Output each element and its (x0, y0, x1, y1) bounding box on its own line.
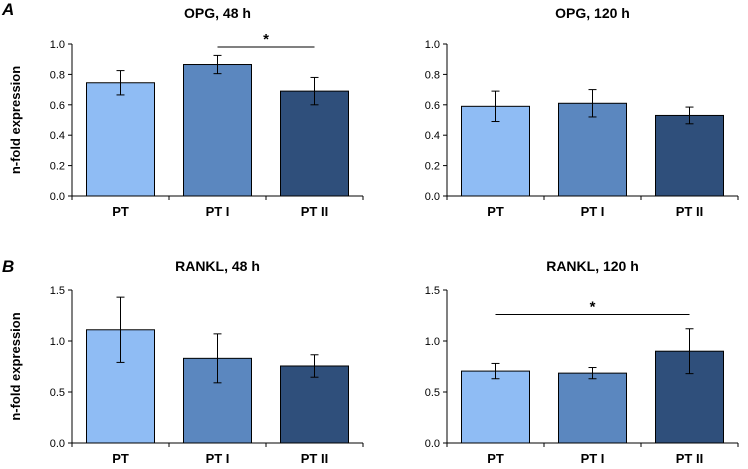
panel-label-a: A (1, 0, 14, 19)
y-tick-label: 0.5 (425, 387, 440, 399)
y-tick-label: 0.4 (50, 130, 65, 142)
x-tick-label-pt: PT (487, 204, 504, 219)
chart-title: RANKL, 48 h (175, 258, 260, 274)
y-tick-label: 0.8 (50, 69, 65, 81)
chart-rankl-48h: RANKL, 48 h n-fold expression 0.0 0.5 1.0 1.5… (8, 258, 364, 466)
error-bar-pt (116, 296, 125, 363)
y-tick-label: 0.0 (50, 438, 65, 450)
y-tick-label: 0.5 (50, 387, 65, 399)
chart-title: RANKL, 120 h (546, 258, 639, 274)
error-bar-pt-i (213, 54, 222, 75)
error-bar-pt-ii (685, 106, 694, 125)
y-tick-label: 0.2 (425, 161, 440, 173)
y-tick-label: 0.2 (50, 161, 65, 173)
x-tick-label-pt-i: PT I (581, 204, 605, 219)
error-bar-pt-ii (685, 328, 694, 375)
bar-pt-ii (280, 90, 349, 197)
y-tick-label: 1.0 (425, 39, 440, 51)
x-tick-label-pt-ii: PT II (676, 204, 703, 219)
error-bar-pt (491, 90, 500, 123)
error-bar-pt-i (588, 89, 597, 118)
panel-label-b: B (2, 257, 14, 276)
y-tick-label: 0.0 (425, 438, 440, 450)
chart-rankl-120h: RANKL, 120 h 0.0 0.5 1.0 1.5 PT PT I PT II * (425, 258, 739, 466)
chart-title: OPG, 48 h (184, 5, 251, 21)
x-tick-label-pt: PT (112, 451, 129, 466)
bar-pt (86, 82, 155, 197)
y-tick-label: 0.4 (425, 130, 440, 142)
chart-title: OPG, 120 h (555, 5, 630, 21)
error-bar-pt-i (213, 333, 222, 384)
bar-pt-i (183, 64, 252, 197)
y-axis-label: n-fold expression (8, 66, 23, 174)
y-tick-label: 1.0 (50, 39, 65, 51)
error-bar-pt (116, 70, 125, 96)
bar-pt (461, 370, 530, 444)
x-tick-label-pt: PT (112, 204, 129, 219)
x-tick-label-pt-i: PT I (206, 451, 230, 466)
x-tick-label-pt-i: PT I (581, 451, 605, 466)
error-bar-pt-ii (310, 76, 319, 106)
x-tick-label-pt: PT (487, 451, 504, 466)
y-tick-label: 0.0 (425, 191, 440, 203)
y-tick-label: 0.6 (50, 100, 65, 112)
x-tick-label-pt-i: PT I (206, 204, 230, 219)
error-bar-pt (491, 362, 500, 380)
y-tick-label: 0.8 (425, 69, 440, 81)
significance-star: * (590, 298, 596, 315)
x-tick-label-pt-ii: PT II (301, 204, 328, 219)
bar-pt-ii (655, 114, 724, 197)
x-tick-label-pt-ii: PT II (676, 451, 703, 466)
chart-opg-48h: OPG, 48 h n-fold expression 0.0 0.2 0.4 0.6 0.… (8, 5, 364, 219)
y-tick-label: 1.5 (50, 285, 65, 297)
x-tick-label-pt-ii: PT II (301, 451, 328, 466)
chart-opg-120h: OPG, 120 h 0.0 0.2 0.4 0.6 0.8 1.0 PT PT I PT II (425, 5, 739, 219)
significance-star: * (263, 31, 269, 48)
y-tick-label: 0.0 (50, 191, 65, 203)
y-axis-label: n-fold expression (8, 312, 23, 420)
bar-pt-i (558, 372, 627, 444)
error-bar-pt-i (588, 367, 597, 380)
y-tick-label: 1.5 (425, 285, 440, 297)
error-bar-pt-ii (310, 354, 319, 378)
y-tick-label: 1.0 (425, 336, 440, 348)
y-tick-label: 1.0 (50, 336, 65, 348)
y-tick-label: 0.6 (425, 100, 440, 112)
